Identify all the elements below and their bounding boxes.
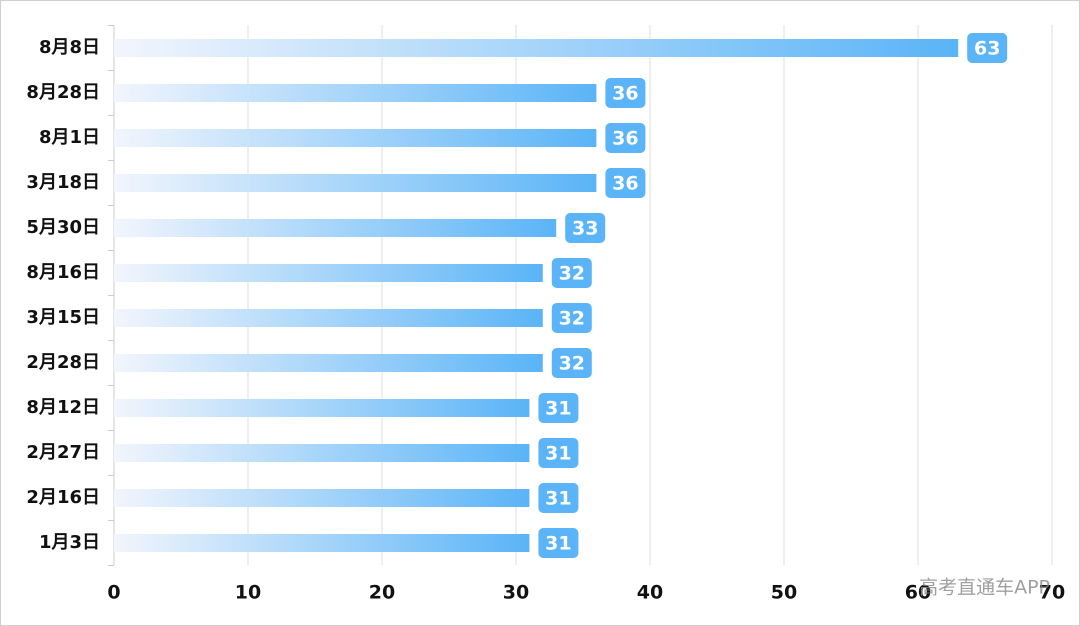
value-label-bg [605,123,646,153]
bar [114,129,597,147]
x-tick-label: 10 [235,582,261,604]
y-tick-label: 8月8日 [39,37,100,58]
bar [114,444,530,462]
bar [114,354,543,372]
value-label-bg [565,213,606,243]
value-label: 31 [545,443,571,465]
y-tick-label: 8月12日 [26,397,100,418]
x-tick-label: 30 [503,582,529,604]
bar [114,489,530,507]
x-tick-label: 20 [369,582,395,604]
value-label-bg [605,78,646,108]
value-label: 33 [572,218,598,240]
y-tick-label: 8月16日 [26,262,100,283]
value-label: 36 [612,83,638,105]
bar [114,399,530,417]
x-tick-label: 40 [637,582,663,604]
value-label: 36 [612,173,638,195]
bar [114,309,543,327]
bar [114,534,530,552]
y-tick-label: 2月27日 [26,442,100,463]
value-label: 31 [545,488,571,510]
value-label-bg [551,348,592,378]
value-label-bg [538,483,579,513]
x-tick-label: 50 [771,582,797,604]
value-label-bg [551,258,592,288]
value-label: 31 [545,533,571,555]
x-tick-label: 0 [107,582,120,604]
value-label: 32 [559,308,585,330]
value-label-bg [538,528,579,558]
y-tick-label: 5月30日 [26,217,100,238]
x-tick-label: 70 [1039,582,1065,604]
x-tick-label: 60 [905,582,931,604]
y-tick-label: 2月16日 [26,487,100,508]
value-label-bg [551,303,592,333]
y-tick-label: 8月28日 [26,82,100,103]
y-tick-label: 1月3日 [39,532,100,553]
y-tick-label: 3月15日 [26,307,100,328]
value-label: 32 [559,353,585,375]
y-tick-label: 3月18日 [26,172,100,193]
value-label: 63 [974,38,1000,60]
value-label: 36 [612,128,638,150]
bar [114,39,959,57]
bar [114,174,597,192]
value-label-bg [605,168,646,198]
bar [114,219,557,237]
bar [114,84,597,102]
y-tick-label: 8月1日 [39,127,100,148]
value-label: 32 [559,263,585,285]
y-tick-label: 2月28日 [26,352,100,373]
watermark: 高考直通车APP [919,577,1050,599]
value-label-bg [538,393,579,423]
bar [114,264,543,282]
value-label: 31 [545,398,571,420]
value-label-bg [967,33,1008,63]
value-label-bg [538,438,579,468]
